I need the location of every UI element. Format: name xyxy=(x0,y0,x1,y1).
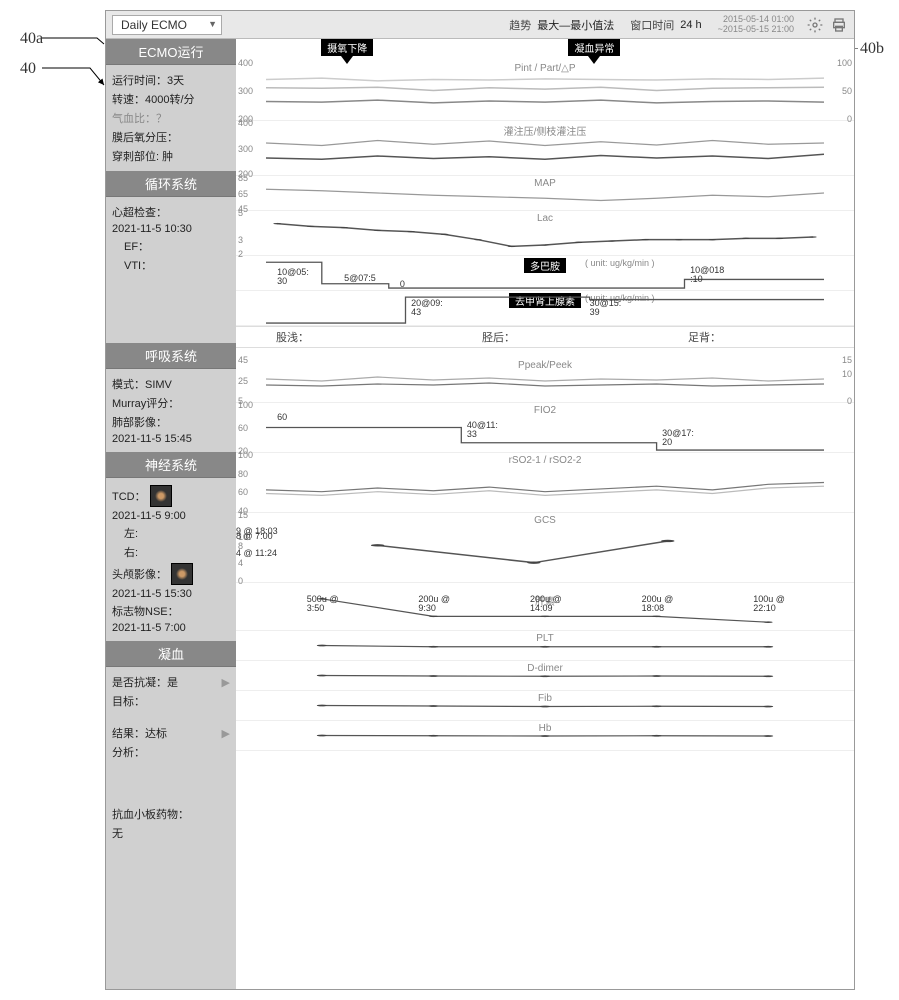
trend-value[interactable]: 最大—最小值法 xyxy=(537,17,614,33)
tcd-thumb-icon[interactable] xyxy=(150,485,172,507)
settings-icon[interactable] xyxy=(806,16,824,34)
chevron-right-icon[interactable]: ▶ xyxy=(222,727,230,740)
section-neuro: TCD： 2021-11-5 9:00 左: 右: 头颅影像： 2021-11-… xyxy=(106,478,236,641)
section-neuro-header: 神经系统 xyxy=(106,452,236,478)
trend-label: 趋势 xyxy=(509,17,531,33)
section-ecmo-header: ECMO运行 xyxy=(106,39,236,65)
section-circ: 心超检查： 2021-11-5 10:30 EF： VTI： xyxy=(106,197,236,343)
chevron-right-icon[interactable]: ▶ xyxy=(222,676,230,689)
timestamp: 2015-05-14 01:00~2015-05-15 21:00 xyxy=(718,15,794,35)
section-coag-header: 凝血 xyxy=(106,641,236,667)
print-icon[interactable] xyxy=(830,16,848,34)
section-circ-header: 循环系统 xyxy=(106,171,236,197)
app-window: Daily ECMO 趋势 最大—最小值法 窗口时间 24 h 2015-05-… xyxy=(105,10,855,990)
window-value[interactable]: 24 h xyxy=(680,19,701,31)
head-thumb-icon[interactable] xyxy=(171,563,193,585)
section-coag: 是否抗凝：是▶ 目标： 结果：达标▶ 分析： 抗血小板药物： 无 xyxy=(106,667,236,848)
section-ecmo: 运行时间：3天 转速：4000转/分 气血比：？ 膜后氧分压： 穿刺部位: 肿 xyxy=(106,65,236,171)
event-markers: 摄氧下降凝血异常 xyxy=(236,39,854,61)
callout-40b: 40b xyxy=(860,40,884,58)
window-label: 窗口时间 xyxy=(630,17,674,33)
section-resp: 模式：SIMV Murray评分： 肺部影像： 2021-11-5 15:45 xyxy=(106,369,236,452)
toolbar: Daily ECMO 趋势 最大—最小值法 窗口时间 24 h 2015-05-… xyxy=(106,11,854,39)
view-dropdown[interactable]: Daily ECMO xyxy=(112,15,222,35)
section-resp-header: 呼吸系统 xyxy=(106,343,236,369)
sidebar: ECMO运行 运行时间：3天 转速：4000转/分 气血比：？ 膜后氧分压： 穿… xyxy=(106,39,236,989)
chart-area: 摄氧下降凝血异常 Pint / Part/△P400300200100500灌注… xyxy=(236,39,854,989)
callout-40: 40 xyxy=(20,60,36,78)
callout-40a: 40a xyxy=(20,30,43,48)
